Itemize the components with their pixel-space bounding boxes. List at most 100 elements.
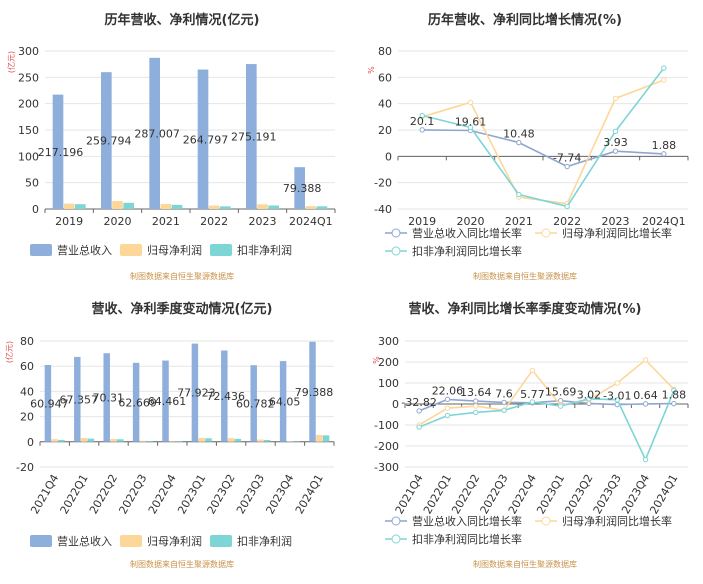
y-axis-unit: (亿元) [4, 341, 14, 363]
series-point [516, 191, 522, 198]
series-point [516, 139, 522, 146]
y-tick-label: 300 [18, 45, 39, 58]
series-point [661, 151, 667, 157]
y-tick-label: 50 [25, 177, 39, 190]
annual-revenue-profit-chart: 历年营收、净利情况(亿元) (亿元) 0 50 100 150 200 250 300 2019 2… [6, 12, 336, 281]
data-label: 275.191 [231, 131, 277, 144]
series-point [444, 405, 451, 411]
y-tick-label: 100 [18, 150, 39, 163]
series-point [501, 407, 507, 413]
legend-swatch-marker [391, 246, 401, 256]
source-note: 制图数据来自恒生聚源数据库 [130, 559, 234, 569]
bar-revenue [279, 361, 287, 442]
y-tick-label: 100 [378, 377, 399, 390]
y-tick-label: 80 [20, 335, 34, 348]
data-label: 70.31 [92, 392, 124, 405]
y-tick-label: 250 [18, 71, 39, 84]
bar-deducted-profit [268, 205, 279, 209]
x-tick-label: 2022Q2 [87, 472, 120, 516]
x-tick-label: 2019 [408, 215, 436, 228]
x-tick-label: 2022 [200, 215, 228, 228]
data-label: 3.02 [577, 388, 602, 401]
bar-revenue [294, 167, 305, 209]
x-tick-label: 2022Q4 [146, 472, 179, 516]
x-tick-label: 2022Q3 [116, 472, 149, 516]
data-label: 264.797 [183, 133, 229, 146]
y-tick-label: 0 [32, 203, 39, 216]
series-point [529, 367, 536, 374]
x-tick-label: 2024Q1 [293, 472, 326, 516]
legend-label: 归母净利润 [147, 243, 202, 257]
bar-revenue [162, 360, 169, 442]
chart-title: 历年营收、净利情况(亿元) [105, 12, 260, 28]
y-tick-label: 60 [378, 71, 392, 84]
x-tick-label: 2024Q1 [642, 215, 686, 228]
data-label: 0.64 [633, 389, 658, 402]
bar-deducted-profit [205, 438, 212, 442]
y-tick-label: -20 [16, 461, 34, 474]
bar-deducted-profit [264, 440, 271, 442]
data-label: 60.782 [236, 398, 275, 411]
series-point [529, 399, 536, 405]
data-label: 20.1 [410, 115, 435, 128]
bar-revenue [103, 353, 110, 442]
series-point [612, 128, 619, 135]
data-label: 64.461 [148, 395, 187, 408]
y-tick-label: -100 [374, 419, 399, 432]
legend-swatch-marker [391, 516, 401, 526]
legend-label: 归母净利润同比增长率 [562, 226, 672, 240]
bar-net-profit [286, 441, 294, 442]
chart-title: 营收、净利同比增长率季度变动情况(%) [409, 301, 642, 317]
y-tick-label: 0 [27, 436, 34, 449]
bar-deducted-profit [58, 439, 65, 442]
series-line-deducted-profit [422, 67, 665, 208]
y-axis-unit: % [372, 356, 381, 364]
series-point [661, 77, 667, 83]
x-tick-label: 2020 [457, 215, 485, 228]
bar-revenue [132, 362, 140, 442]
data-label: 64.05 [269, 395, 301, 408]
data-label: 7.6 [495, 387, 513, 400]
series-point [661, 65, 667, 71]
y-tick-label: -20 [374, 177, 392, 190]
legend-swatch [210, 244, 232, 256]
data-label: 287.007 [134, 127, 180, 140]
bar-net-profit [63, 203, 75, 209]
series-point [467, 99, 474, 106]
chart-title: 历年营收、净利同比增长情况(%) [428, 12, 622, 28]
series-point [642, 357, 649, 363]
x-tick-label: 2023 [602, 215, 630, 228]
series-point [444, 396, 451, 403]
x-tick-label: 2023 [249, 215, 277, 228]
bar-net-profit [316, 434, 323, 442]
data-label: 62.669 [118, 396, 157, 409]
bar-net-profit [51, 439, 58, 442]
quarterly-revenue-profit-chart: 营收、净利季度变动情况(亿元)(亿元)-200204060802021Q4202… [4, 301, 335, 569]
data-label: 72.436 [207, 390, 246, 403]
legend-swatch [120, 535, 142, 547]
legend-label: 扣非净利润 [237, 534, 292, 548]
y-tick-label: 80 [378, 45, 392, 58]
legend-swatch [30, 535, 52, 547]
series-point [564, 203, 570, 210]
series-point [642, 456, 649, 463]
data-label: 1.88 [652, 139, 677, 152]
bar-deducted-profit [146, 441, 153, 442]
y-tick-label: 0 [385, 150, 392, 163]
series-point [557, 403, 564, 409]
y-tick-label: 300 [378, 335, 399, 348]
source-note: 制图数据来自恒生聚源数据库 [473, 271, 577, 281]
bar-revenue [44, 365, 52, 442]
bar-net-profit [208, 205, 220, 209]
y-tick-label: -300 [374, 461, 399, 474]
legend-label: 营业总收入同比增长率 [412, 514, 522, 528]
bar-deducted-profit [117, 439, 124, 442]
legend-label: 营业总收入 [57, 243, 112, 257]
bar-deducted-profit [87, 438, 95, 442]
series-point [473, 403, 479, 409]
data-label: 15.69 [545, 386, 577, 399]
legend-swatch-marker [391, 228, 401, 238]
bar-deducted-profit [293, 441, 300, 443]
data-label: 79.388 [283, 182, 322, 195]
x-tick-label: 2023Q4 [263, 472, 296, 516]
